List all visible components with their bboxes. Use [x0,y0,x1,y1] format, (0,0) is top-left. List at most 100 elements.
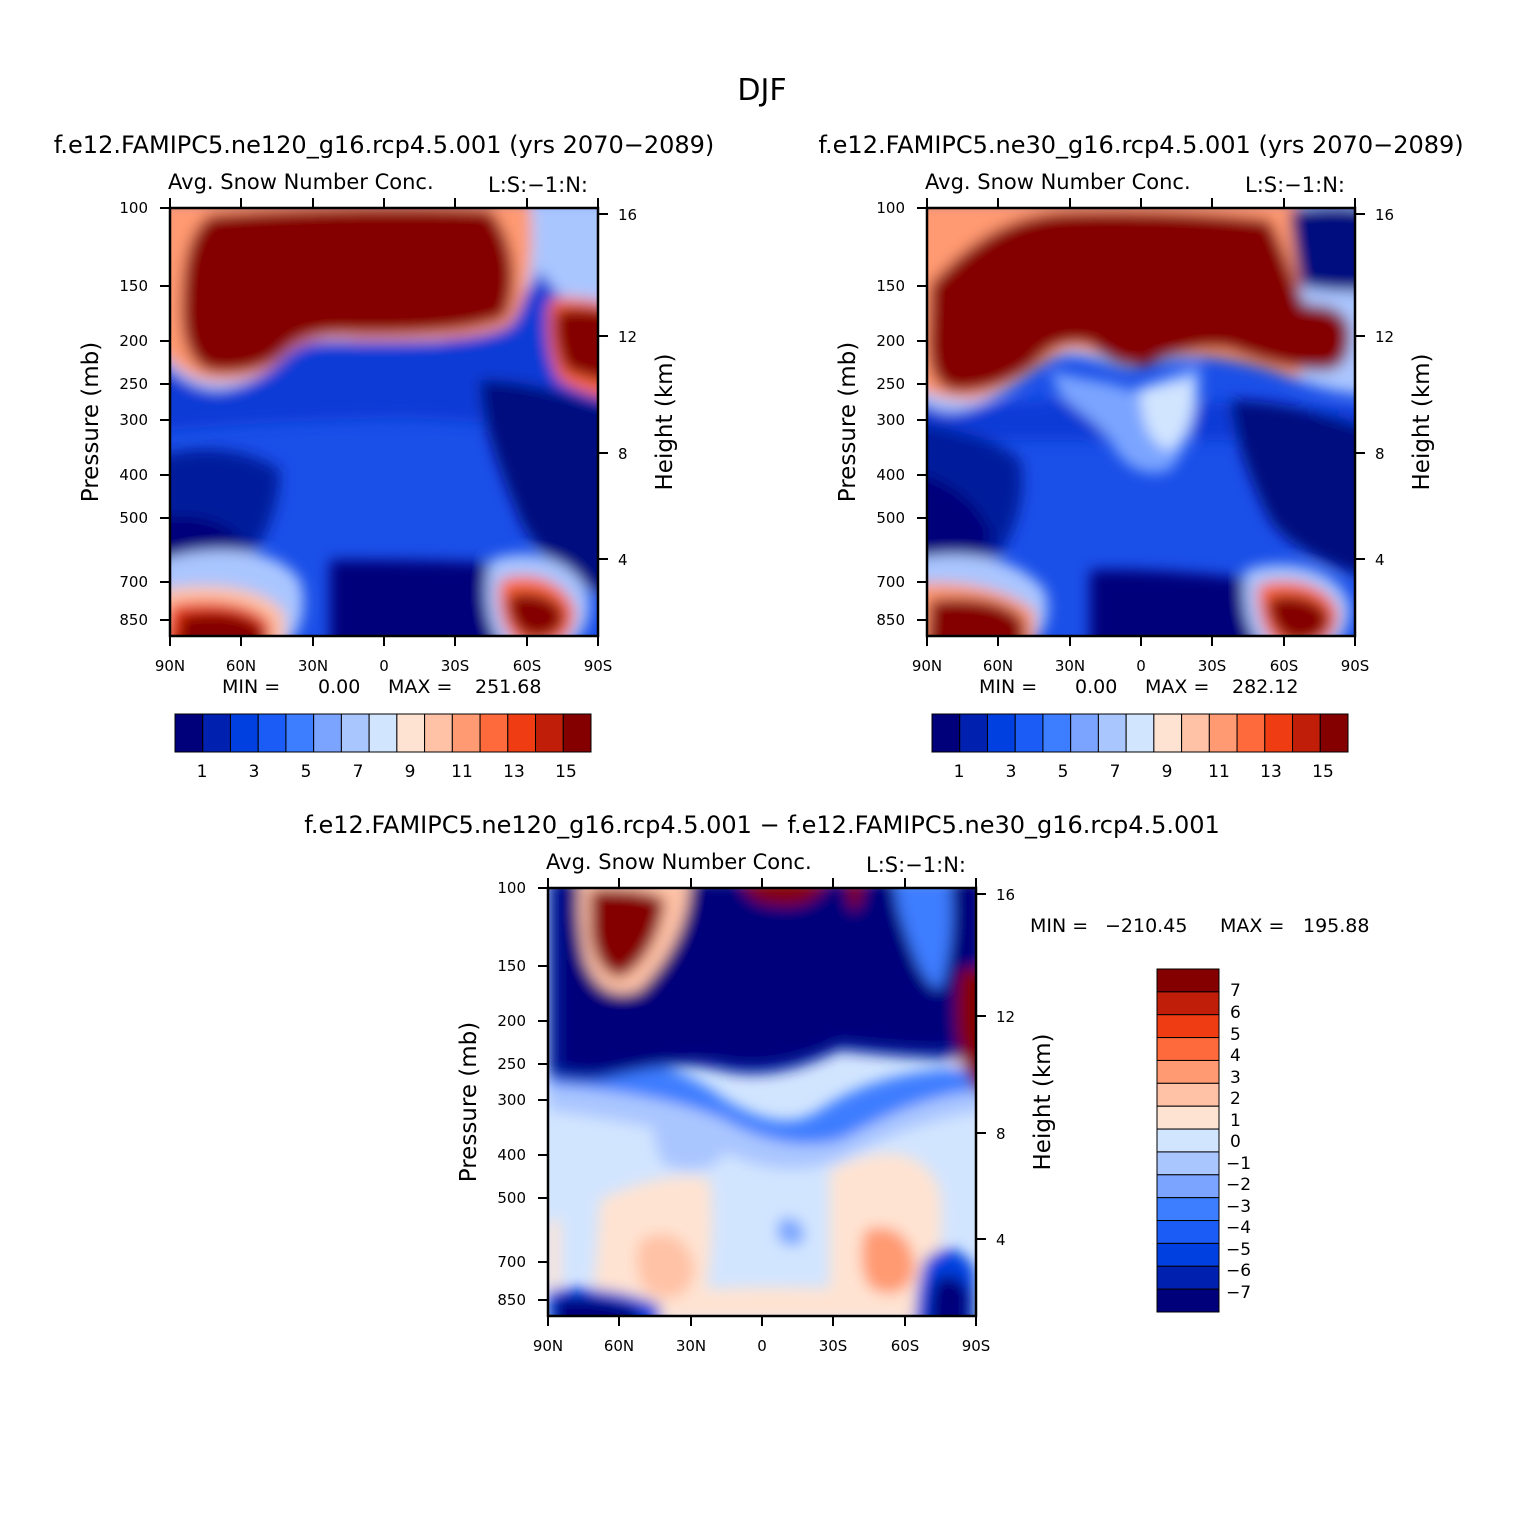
colorbar-label: 13 [1260,762,1282,782]
y-tick-label: 200 [497,1012,526,1030]
colorbar-swatch [479,713,509,753]
colorbar-label: 15 [1312,762,1334,782]
colorbar-swatch [959,713,988,753]
colorbar-label: 4 [1230,1046,1241,1066]
colorbar-swatch [202,713,231,753]
colorbar-label: 2 [1230,1089,1241,1109]
colorbar-label: −3 [1226,1197,1251,1217]
colorbar-swatch [1156,1059,1220,1084]
x-tick-label: 30N [298,657,328,675]
max-value: 195.88 [1303,915,1369,937]
y2-tick-label: 8 [1375,445,1385,463]
colorbar-label: 11 [1208,762,1230,782]
colorbar-swatch [535,713,564,753]
max-label: MAX = [1145,676,1209,698]
y2-tick-label: 12 [1375,328,1394,346]
colorbar-label: 5 [301,762,312,782]
colorbar-swatch [1156,1242,1220,1267]
colorbar-label: −1 [1226,1154,1251,1174]
min-label: MIN = [222,676,280,698]
colorbar-swatch [1097,713,1127,753]
x-tick-label: 90S [962,1337,991,1355]
colorbar-swatch [257,713,287,753]
variable-label: Avg. Snow Number Conc. [925,170,1191,194]
colorbar-swatch [1042,713,1072,753]
y-tick-label: 250 [876,375,905,393]
min-max-stats: MIN = 0.00 MAX = 282.12 [979,676,1298,698]
y-tick-label: 500 [497,1189,526,1207]
panel-title: f.e12.FAMIPC5.ne120_g16.rcp4.5.001 (yrs … [54,131,715,159]
colorbar-swatch [340,713,370,753]
colorbar-label: 1 [197,762,208,782]
colorbar-swatch [229,713,259,753]
contour-field [548,888,976,1316]
x-tick-label: 90N [533,1337,563,1355]
units-annotation: L:S:−1:N: [488,173,588,197]
y-tick-label: 850 [497,1291,526,1309]
y-tick-label: 700 [876,573,905,591]
y-tick-label: 250 [497,1055,526,1073]
y2-tick-label: 4 [618,551,628,569]
colorbar-label: 1 [1230,1111,1241,1131]
colorbar-swatch [1014,713,1044,753]
x-tick-label: 60S [513,657,542,675]
y-axis-label: Pressure (mb) [835,342,861,502]
right-axis: 16 12 8 4 Height (km) [598,206,678,569]
colorbar-swatch [368,713,398,753]
x-tick-label: 0 [757,1337,767,1355]
figure-title: DJF [737,73,786,108]
colorbar-label: 7 [1230,981,1241,1001]
x-tick-label: 30N [676,1337,706,1355]
x-tick-label: 30N [1055,657,1085,675]
y-axis-label: Pressure (mb) [78,342,104,502]
y2-tick-label: 4 [1375,551,1385,569]
x-tick-label: 30S [819,1337,848,1355]
y-tick-label: 100 [876,199,905,217]
x-tick-label: 90N [912,657,942,675]
x-tick-label: 90S [584,657,613,675]
x-tick-label: 60N [983,657,1013,675]
colorbar [174,713,592,753]
colorbar-labels: 7 6 5 4 3 2 1 0 −1 −2 −3 −4 −5 −6 −7 [1226,981,1251,1303]
contour-field [927,208,1355,636]
variable-label: Avg. Snow Number Conc. [168,170,434,194]
contour-field [170,208,598,636]
colorbar-swatch [1125,713,1155,753]
colorbar [931,713,1349,753]
y-tick-label: 700 [497,1253,526,1271]
panel-ne120: f.e12.FAMIPC5.ne120_g16.rcp4.5.001 (yrs … [54,131,715,782]
left-axis: 100 150 200 250 300 400 500 700 850 Pres… [78,199,170,629]
y-tick-label: 500 [119,509,148,527]
colorbar-label: 5 [1058,762,1069,782]
colorbar-swatch [1156,1197,1220,1222]
y2-tick-label: 12 [996,1008,1015,1026]
y2-tick-label: 4 [996,1231,1006,1249]
colorbar-swatch [986,713,1016,753]
colorbar-swatch [1070,713,1099,753]
y-tick-label: 200 [876,332,905,350]
colorbar-label: 7 [1110,762,1121,782]
x-tick-label: 60N [226,657,256,675]
colorbar-label: 5 [1230,1025,1241,1045]
colorbar-swatch [1264,713,1294,753]
y2-tick-label: 16 [618,206,637,224]
panel-title: f.e12.FAMIPC5.ne30_g16.rcp4.5.001 (yrs 2… [818,131,1463,159]
colorbar-swatch [1292,713,1321,753]
x-axis: 90N 60N 30N 0 30S 60S 90S [912,198,1369,675]
y-axis-label: Pressure (mb) [456,1022,482,1182]
colorbar-swatch [174,713,204,753]
colorbar-swatch [507,713,537,753]
colorbar-swatch [313,713,342,753]
colorbar-swatch [1156,1265,1220,1290]
colorbar-swatch [1153,713,1183,753]
panel-ne30: f.e12.FAMIPC5.ne30_g16.rcp4.5.001 (yrs 2… [818,131,1463,782]
min-value: 0.00 [1075,676,1117,698]
colorbar-swatch [451,713,481,753]
y2-axis-label: Height (km) [652,353,678,490]
colorbar-label: −2 [1226,1175,1251,1195]
y-tick-label: 100 [497,879,526,897]
right-axis: 16 12 8 4 Height (km) [976,886,1056,1249]
y-tick-label: 100 [119,199,148,217]
colorbar-label: 7 [353,762,364,782]
